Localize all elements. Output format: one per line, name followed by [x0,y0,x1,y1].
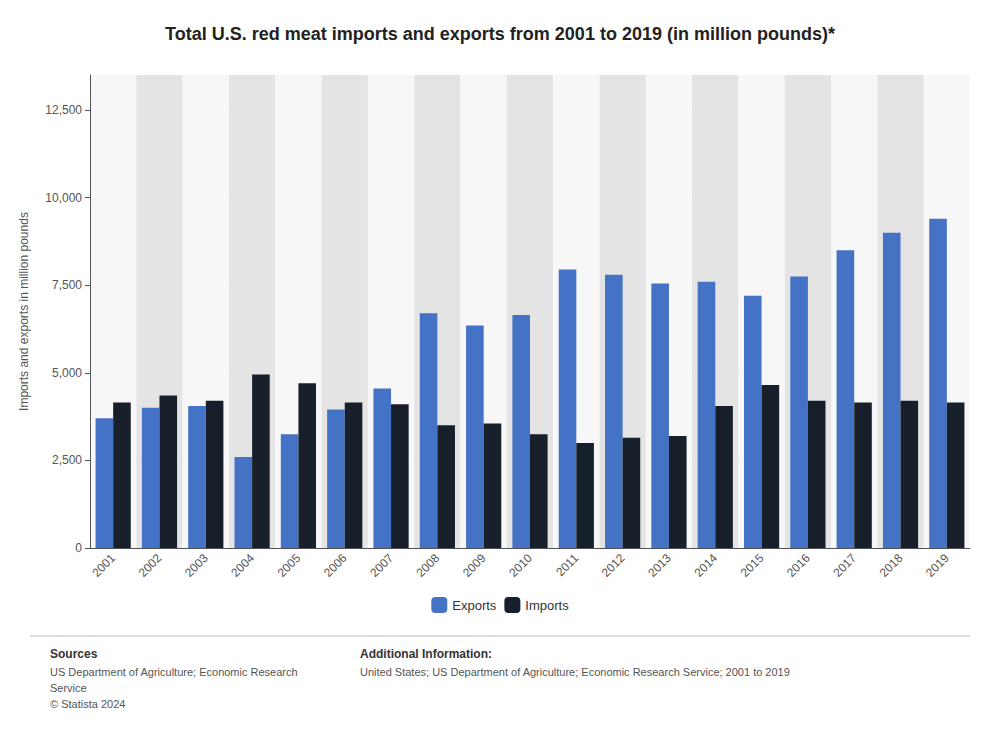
svg-text:2011: 2011 [553,551,581,579]
svg-text:Imports: Imports [525,598,569,613]
svg-text:Exports: Exports [452,598,497,613]
svg-text:2013: 2013 [645,551,674,580]
svg-text:2019: 2019 [923,551,952,580]
svg-text:10,000: 10,000 [45,191,82,205]
svg-text:Service: Service [50,682,87,694]
svg-text:2017: 2017 [830,551,859,580]
svg-text:12,500: 12,500 [45,103,82,117]
svg-text:Imports and exports in million: Imports and exports in million pounds [17,212,31,411]
svg-text:2015: 2015 [738,551,767,580]
svg-text:© Statista 2024: © Statista 2024 [50,698,125,710]
svg-text:2012: 2012 [599,551,628,580]
svg-text:Additional Information:: Additional Information: [360,647,492,661]
svg-text:2005: 2005 [275,551,304,580]
svg-text:2,500: 2,500 [52,453,82,467]
svg-text:2004: 2004 [228,551,257,580]
svg-text:2008: 2008 [414,551,443,580]
svg-text:5,000: 5,000 [52,366,82,380]
svg-text:US Department of Agriculture;: US Department of Agriculture; Economic R… [50,666,298,678]
svg-text:2007: 2007 [367,551,396,580]
svg-text:United States; US Department o: United States; US Department of Agricult… [360,666,790,678]
svg-text:2009: 2009 [460,551,489,580]
svg-text:2014: 2014 [691,551,720,580]
svg-text:2003: 2003 [182,551,211,580]
svg-text:Total U.S. red meat imports an: Total U.S. red meat imports and exports … [165,24,835,44]
svg-text:Sources: Sources [50,647,98,661]
svg-text:2010: 2010 [506,551,535,580]
svg-text:2006: 2006 [321,551,350,580]
svg-text:2001: 2001 [89,551,118,580]
svg-text:0: 0 [75,541,82,555]
svg-text:2018: 2018 [877,551,906,580]
svg-text:7,500: 7,500 [52,278,82,292]
svg-text:2016: 2016 [784,551,813,580]
svg-text:2002: 2002 [136,551,165,580]
